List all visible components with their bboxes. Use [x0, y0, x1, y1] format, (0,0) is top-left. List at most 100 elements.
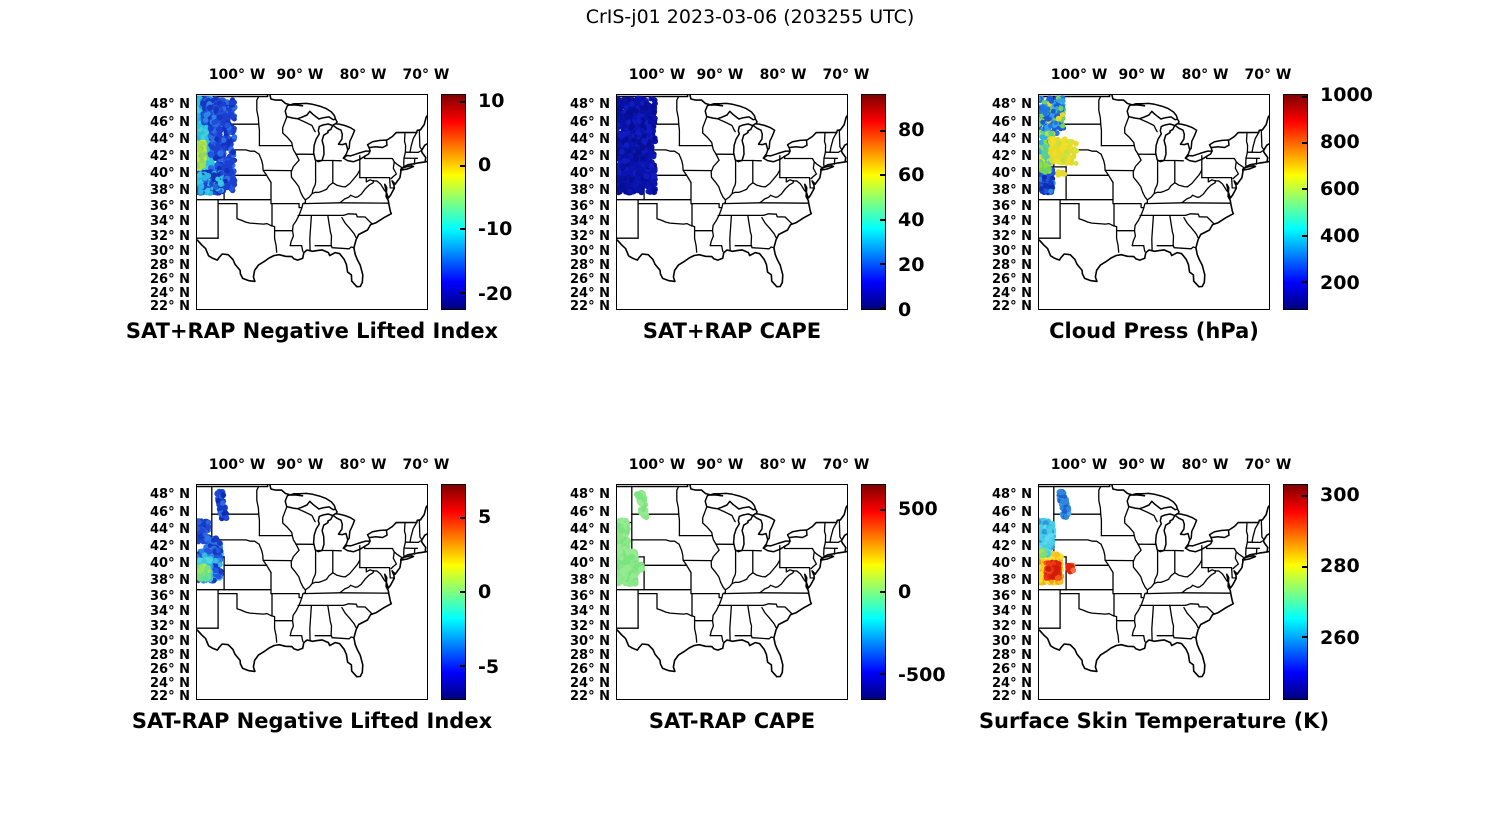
colorbar-tick	[880, 218, 885, 221]
lat-tick-label: 46° N	[570, 114, 610, 130]
lon-tick-label: 100° W	[208, 67, 266, 83]
lat-tick-label: 28° N	[150, 258, 190, 274]
scatter-layer	[1038, 95, 1079, 196]
map-panel-sat_minus_rap_nli: 100° W 90° W 80° W 70° W 48° N 46° N 44° N 42°…	[132, 457, 499, 733]
lon-tick-label: 70° W	[402, 67, 450, 83]
lat-tick-label: 44° N	[570, 522, 610, 538]
lon-tick-label: 90° W	[1118, 457, 1166, 473]
lat-tick-label: 36° N	[570, 198, 610, 214]
colorbar-tick-label: -5	[478, 655, 500, 678]
lat-tick-label: 30° N	[992, 633, 1032, 649]
us-basemap	[1038, 94, 1270, 288]
map-panel-cloud_press: 100° W 90° W 80° W 70° W 48° N 46° N 44° N 42°…	[992, 67, 1373, 343]
lat-tick-label: 46° N	[992, 504, 1032, 520]
axes-frame	[196, 484, 428, 700]
lon-tick-label: 90° W	[1118, 67, 1166, 83]
colorbar-tick-label: 0	[478, 154, 492, 177]
lon-tick-label: 80° W	[1181, 457, 1229, 473]
lat-tick-label: 32° N	[570, 229, 610, 245]
lat-tick-label: 24° N	[150, 675, 190, 691]
colorbar	[441, 94, 466, 310]
lat-tick-label: 26° N	[570, 272, 610, 288]
axes-frame	[1038, 484, 1270, 700]
panel-title: SAT-RAP Negative Lifted Index	[131, 709, 493, 733]
colorbar-tick	[1302, 188, 1307, 191]
lat-tick-label: 32° N	[992, 619, 1032, 635]
lat-tick-label: 42° N	[150, 539, 190, 555]
lat-tick-label: 26° N	[570, 662, 610, 678]
map-canvas	[1038, 484, 1270, 700]
lat-tick-label: 46° N	[150, 114, 190, 130]
lon-tick-label: 70° W	[1244, 457, 1292, 473]
lat-tick-label: 24° N	[150, 285, 190, 301]
colorbar-tick-label: 1000	[1320, 84, 1373, 107]
lon-tick-label: 80° W	[339, 67, 387, 83]
lat-tick-label: 30° N	[570, 243, 610, 259]
lon-tick-label: 70° W	[822, 457, 870, 473]
lat-tick-label: 40° N	[150, 556, 190, 572]
us-basemap	[616, 484, 848, 678]
colorbar-tick-label: -20	[478, 282, 513, 305]
lat-tick-label: 22° N	[150, 298, 190, 314]
scatter-layer	[616, 95, 659, 196]
colorbar-tick-label: 80	[898, 119, 925, 142]
lon-tick-label: 90° W	[696, 457, 744, 473]
lat-tick-label: 26° N	[150, 272, 190, 288]
lat-tick-label: 42° N	[992, 539, 1032, 555]
lat-tick-label: 42° N	[570, 539, 610, 555]
colorbar-tick	[880, 591, 885, 593]
colorbar-tick	[1302, 141, 1307, 144]
map-canvas	[196, 94, 428, 310]
map-panel-sat_plus_rap_cape: 100° W 90° W 80° W 70° W 48° N 46° N 44° N 42°…	[570, 67, 924, 343]
figure-title: CrIS-j01 2023-03-06 (203255 UTC)	[585, 6, 915, 28]
lat-tick-label: 40° N	[992, 166, 1032, 182]
lat-tick-label: 28° N	[992, 258, 1032, 274]
lat-tick-label: 30° N	[150, 243, 190, 259]
lat-tick-label: 44° N	[150, 132, 190, 148]
lon-tick-label: 100° W	[628, 457, 686, 473]
axes-frame	[616, 94, 848, 310]
lat-tick-label: 42° N	[570, 149, 610, 165]
lon-tick-label: 70° W	[822, 67, 870, 83]
lat-tick-label: 36° N	[150, 198, 190, 214]
lat-tick-label: 34° N	[570, 214, 610, 230]
colorbar-tick-label: 300	[1320, 484, 1360, 507]
colorbar	[441, 484, 466, 700]
lat-tick-label: 48° N	[150, 486, 190, 502]
lon-tick-label: 90° W	[696, 67, 744, 83]
lat-tick-label: 36° N	[992, 588, 1032, 604]
scatter-layer	[196, 95, 238, 196]
colorbar-tick-label: 260	[1320, 626, 1360, 649]
lat-tick-label: 38° N	[992, 572, 1032, 588]
colorbar-tick	[1302, 565, 1307, 568]
lon-tick-label: 90° W	[276, 67, 324, 83]
lat-tick-label: 48° N	[992, 486, 1032, 502]
lat-tick-label: 34° N	[150, 604, 190, 620]
lon-tick-label: 80° W	[759, 457, 807, 473]
lat-tick-label: 32° N	[150, 619, 190, 635]
lat-tick-label: 24° N	[570, 285, 610, 301]
colorbar-tick-label: 280	[1320, 555, 1360, 578]
panel-title: Surface Skin Temperature (K)	[978, 709, 1330, 733]
lon-tick-label: 70° W	[402, 457, 450, 473]
lon-tick-label: 80° W	[339, 457, 387, 473]
colorbar-tick	[1302, 234, 1307, 237]
us-basemap	[1038, 484, 1270, 678]
colorbar-tick-label: -10	[478, 218, 513, 241]
colorbar-tick-label: 10	[478, 90, 505, 113]
map-panel-surface_skin_temp: 100° W 90° W 80° W 70° W 48° N 46° N 44° N 42°…	[979, 457, 1360, 733]
colorbar-tick	[460, 590, 465, 593]
lat-tick-label: 46° N	[570, 504, 610, 520]
lat-tick-label: 22° N	[570, 688, 610, 704]
scatter-layer	[616, 489, 650, 587]
colorbar-tick	[460, 228, 465, 231]
lat-tick-label: 46° N	[150, 504, 190, 520]
lat-tick-label: 32° N	[992, 229, 1032, 245]
lat-tick-label: 34° N	[570, 604, 610, 620]
lat-tick-label: 46° N	[992, 114, 1032, 130]
colorbar-tick-label: 20	[898, 254, 925, 277]
lat-tick-label: 42° N	[992, 149, 1032, 165]
colorbar-tick	[880, 673, 885, 676]
lat-tick-label: 36° N	[570, 588, 610, 604]
